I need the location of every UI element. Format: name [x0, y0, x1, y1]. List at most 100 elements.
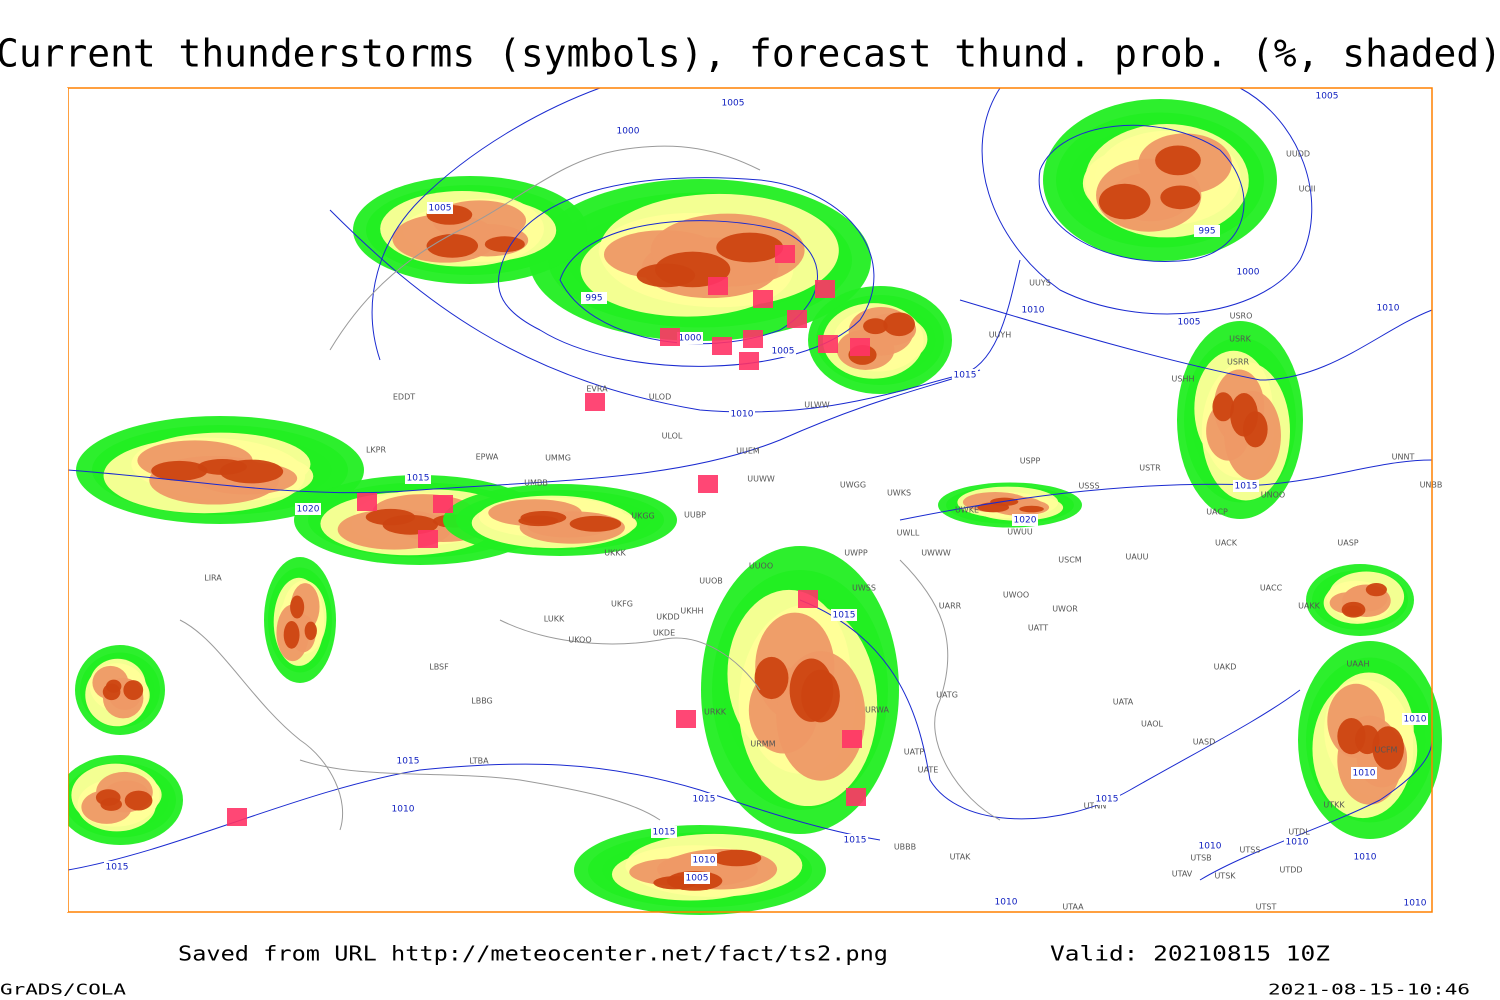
shade-area [123, 680, 144, 700]
station-label: UUEM [736, 447, 760, 456]
isobar-label: 1015 [397, 757, 420, 767]
thunderstorm-symbol [850, 338, 870, 356]
isobar-label-bg [952, 369, 978, 381]
isobar [1199, 739, 1433, 881]
shade-area [1337, 718, 1366, 755]
isobar-label-bg [729, 408, 755, 420]
station-label: USHH [1172, 375, 1195, 384]
isobar-label: 1000 [617, 127, 640, 137]
isobar-label: 1010 [1404, 715, 1427, 725]
station-label: UASD [1193, 738, 1216, 747]
station-label: UKHH [680, 607, 703, 616]
isobar [371, 87, 601, 361]
station-label: UAOL [1141, 720, 1163, 729]
isobar-label-bg [691, 854, 717, 866]
timestamp: 2021-08-15-10:46 [1268, 981, 1470, 999]
station-label: LKPR [366, 446, 387, 455]
isobar [899, 459, 1433, 521]
isobar-label-bg [720, 97, 746, 109]
station-label: UASP [1337, 539, 1358, 548]
station-label: UTSK [1214, 872, 1236, 881]
isobar-label-bg [1020, 304, 1046, 316]
shade-area [426, 234, 479, 258]
isobar-label-bg [1012, 514, 1038, 526]
coastline [179, 619, 344, 831]
station-label: UBBB [894, 843, 916, 852]
station-label: UAKK [1298, 602, 1321, 611]
station-label: USSS [1078, 482, 1099, 491]
station-label: UTAA [1062, 903, 1084, 912]
isobar-label: 1010 [693, 856, 716, 866]
isobar-label-bg [1235, 266, 1261, 278]
isobar-label-bg [770, 345, 796, 357]
isobar-label-bg [1402, 713, 1428, 725]
isobar-label-bg [1284, 836, 1310, 848]
isobar-label-bg [395, 755, 421, 767]
shade-area [863, 318, 888, 335]
shade-area [520, 511, 567, 525]
station-label: UATT [1028, 624, 1048, 633]
isobar-label: 995 [1198, 227, 1215, 237]
isobar-label-bg [581, 292, 607, 304]
thunderstorm-symbols [227, 245, 870, 826]
station-label: UKDE [653, 629, 675, 638]
station-label: UACP [1206, 508, 1228, 517]
isobar-label: 1005 [1316, 92, 1339, 102]
isobar [329, 209, 1021, 413]
thunderstorm-symbol [227, 808, 247, 826]
isobar-label: 1015 [954, 371, 977, 381]
isobar-label: 995 [585, 294, 602, 304]
station-label: USTR [1139, 464, 1161, 473]
station-label: UTST [1256, 903, 1277, 912]
valid-time: Valid: 20210815 10Z [1050, 942, 1330, 966]
isobar-label-bg [842, 834, 868, 846]
station-label: ULWW [804, 401, 829, 410]
station-label: EDDT [393, 393, 415, 402]
station-label: UWUU [1007, 528, 1033, 537]
station-label: UWGG [840, 481, 866, 490]
isobar-label-bg [295, 503, 321, 515]
thunderstorm-symbol [798, 590, 818, 608]
isobar-label: 1005 [1178, 318, 1201, 328]
station-label: USRK [1229, 335, 1251, 344]
isobar-label-bg [1233, 480, 1259, 492]
isobars [67, 87, 1433, 881]
isobar-label: 1015 [833, 611, 856, 621]
isobar-label-bg [390, 803, 416, 815]
isobar [1038, 124, 1245, 262]
station-label: UWKS [887, 489, 911, 498]
isobar-label: 1010 [995, 898, 1018, 908]
thunderstorm-symbol [753, 290, 773, 308]
station-label: UUYS [1029, 279, 1051, 288]
isobar-label-bg [684, 872, 710, 884]
isobar-label-bg [993, 896, 1019, 908]
isobar-label-bg [1194, 225, 1220, 237]
shade-area [1160, 185, 1201, 210]
station-label: UKOO [568, 636, 591, 645]
station-label: UACK [1215, 539, 1238, 548]
shade-area [382, 514, 439, 535]
shade-area [789, 658, 834, 722]
station-label: LIRA [204, 574, 222, 583]
shade-area [151, 460, 208, 481]
station-label: USCM [1058, 556, 1082, 565]
station-label: UACC [1260, 584, 1283, 593]
thunderstorm-symbol [698, 475, 718, 493]
station-label: UWSS [852, 584, 876, 593]
station-label: UMBB [524, 479, 548, 488]
station-label: UWLL [897, 529, 920, 538]
source-url: Saved from URL http://meteocenter.net/fa… [178, 942, 888, 966]
station-label: EPWA [476, 453, 499, 462]
isobar [959, 299, 1433, 381]
station-label: UAUU [1125, 553, 1148, 562]
shade-area [95, 789, 121, 806]
station-label: UKFG [611, 600, 633, 609]
station-label: UTNN [1084, 802, 1107, 811]
isobar [67, 369, 981, 494]
coastline [899, 559, 1001, 821]
station-label: UATA [1113, 698, 1134, 707]
thunderstorm-symbol [787, 310, 807, 328]
thunderstorm-symbol [815, 280, 835, 298]
thunderstorm-symbol [739, 352, 759, 370]
isobar-label: 1010 [731, 410, 754, 420]
